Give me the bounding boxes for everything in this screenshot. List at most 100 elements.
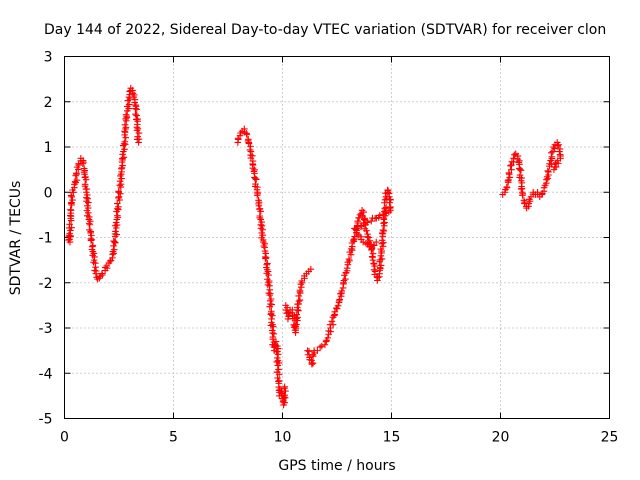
data-point-interp [355,214,362,222]
data-point-interp [554,142,562,149]
x-tick-label: 15 [383,430,401,446]
data-point-interp [122,111,130,118]
data-point-interp [274,362,282,369]
data-point-interp [378,237,386,244]
data-point-interp [336,296,344,303]
data-point [545,168,552,176]
data-point-interp [296,286,304,294]
data-point-interp [548,149,555,157]
data-point [92,270,100,277]
data-point-interp [519,192,526,199]
data-point-interp [66,236,73,243]
data-point [374,277,381,284]
data-point-interp [133,106,141,113]
data-point-interp [117,180,125,188]
data-point-interp [91,267,98,274]
data-point-interp [115,188,122,195]
data-point-interp [265,271,272,279]
data-point-interp [274,345,282,352]
data-point-interp [262,254,270,262]
data-point [356,211,364,219]
data-point-interp [67,206,74,213]
data-point-interp [270,330,278,338]
data-point [387,207,394,214]
data-point-interp [256,214,264,222]
data-point-interp [260,242,268,250]
data-point-interp [243,131,251,138]
data-point-interp [253,192,261,199]
data-point-interp [316,343,324,351]
data-point [556,148,563,155]
x-tick-label: 20 [492,430,510,446]
data-point [318,342,326,350]
data-point-interp [66,221,73,228]
data-point-interp [266,303,274,311]
data-point-interp [517,185,525,193]
y-tick-label: -4 [39,366,53,382]
data-point-interp [134,125,142,133]
plot-frame [64,56,610,419]
data-point-interp [381,219,388,226]
data-point-interp [364,233,371,240]
data-point-interp [295,292,303,300]
data-point-interp [114,212,121,219]
data-point-interp [350,236,357,244]
data-point-interp [345,255,353,263]
data-point [111,238,118,246]
data-point-interp [121,121,129,129]
data-point-interp [87,237,95,244]
data-point-interp [367,217,375,225]
data-point-interp [293,321,300,328]
y-tick-label: -5 [39,412,53,428]
data-point-interp [344,258,352,266]
data-point [307,265,315,273]
y-tick-label: 3 [44,50,53,66]
y-tick-labels: 3 2 1 0 -1 -2 -3 -4 -5 [39,50,53,428]
data-point [68,193,75,201]
data-point-interp [305,348,313,355]
data-point-interp [121,138,129,146]
data-point-interp [555,141,562,149]
data-point-interp [262,255,269,262]
data-point-interp [245,140,253,147]
x-tick-label: 10 [274,430,292,446]
data-point-interp [129,90,137,97]
data-point-interp [387,196,394,204]
data-point-interp [374,274,382,281]
data-point-interp [66,230,74,237]
data-point-interp [119,151,126,158]
y-tick-label: 0 [44,185,53,201]
data-point-interp [68,224,75,231]
data-point-interp [275,371,283,378]
data-point-interp [69,196,76,204]
data-point-interp [112,219,120,226]
data-point-interp [122,134,130,141]
data-point [510,155,517,162]
x-tick-label: 25 [601,430,619,446]
data-point-interp [370,266,378,274]
data-point [314,347,321,354]
data-points [65,84,564,409]
data-point-interp [297,280,305,288]
data-point-interp [309,359,317,367]
data-point-interp [379,226,387,234]
data-point-interp [308,357,315,364]
data-point-interp [88,236,96,244]
data-point [552,159,560,167]
data-point-interp [85,209,92,217]
chart-title: Day 144 of 2022, Sidereal Day-to-day VTE… [44,22,606,38]
data-point-interp [110,246,118,253]
data-point-interp [98,270,106,277]
y-tick-label: -1 [39,231,53,247]
data-point [281,383,288,391]
data-point-interp [362,239,370,247]
y-tick-label: -3 [39,321,53,337]
data-point-interp [132,105,139,112]
data-point-interp [294,300,301,308]
data-point-interp [360,208,368,216]
data-point [363,227,370,235]
data-point-interp [82,176,90,183]
data-point-interp [328,317,336,325]
data-point-interp [386,199,393,206]
data-point-interp [343,264,351,272]
